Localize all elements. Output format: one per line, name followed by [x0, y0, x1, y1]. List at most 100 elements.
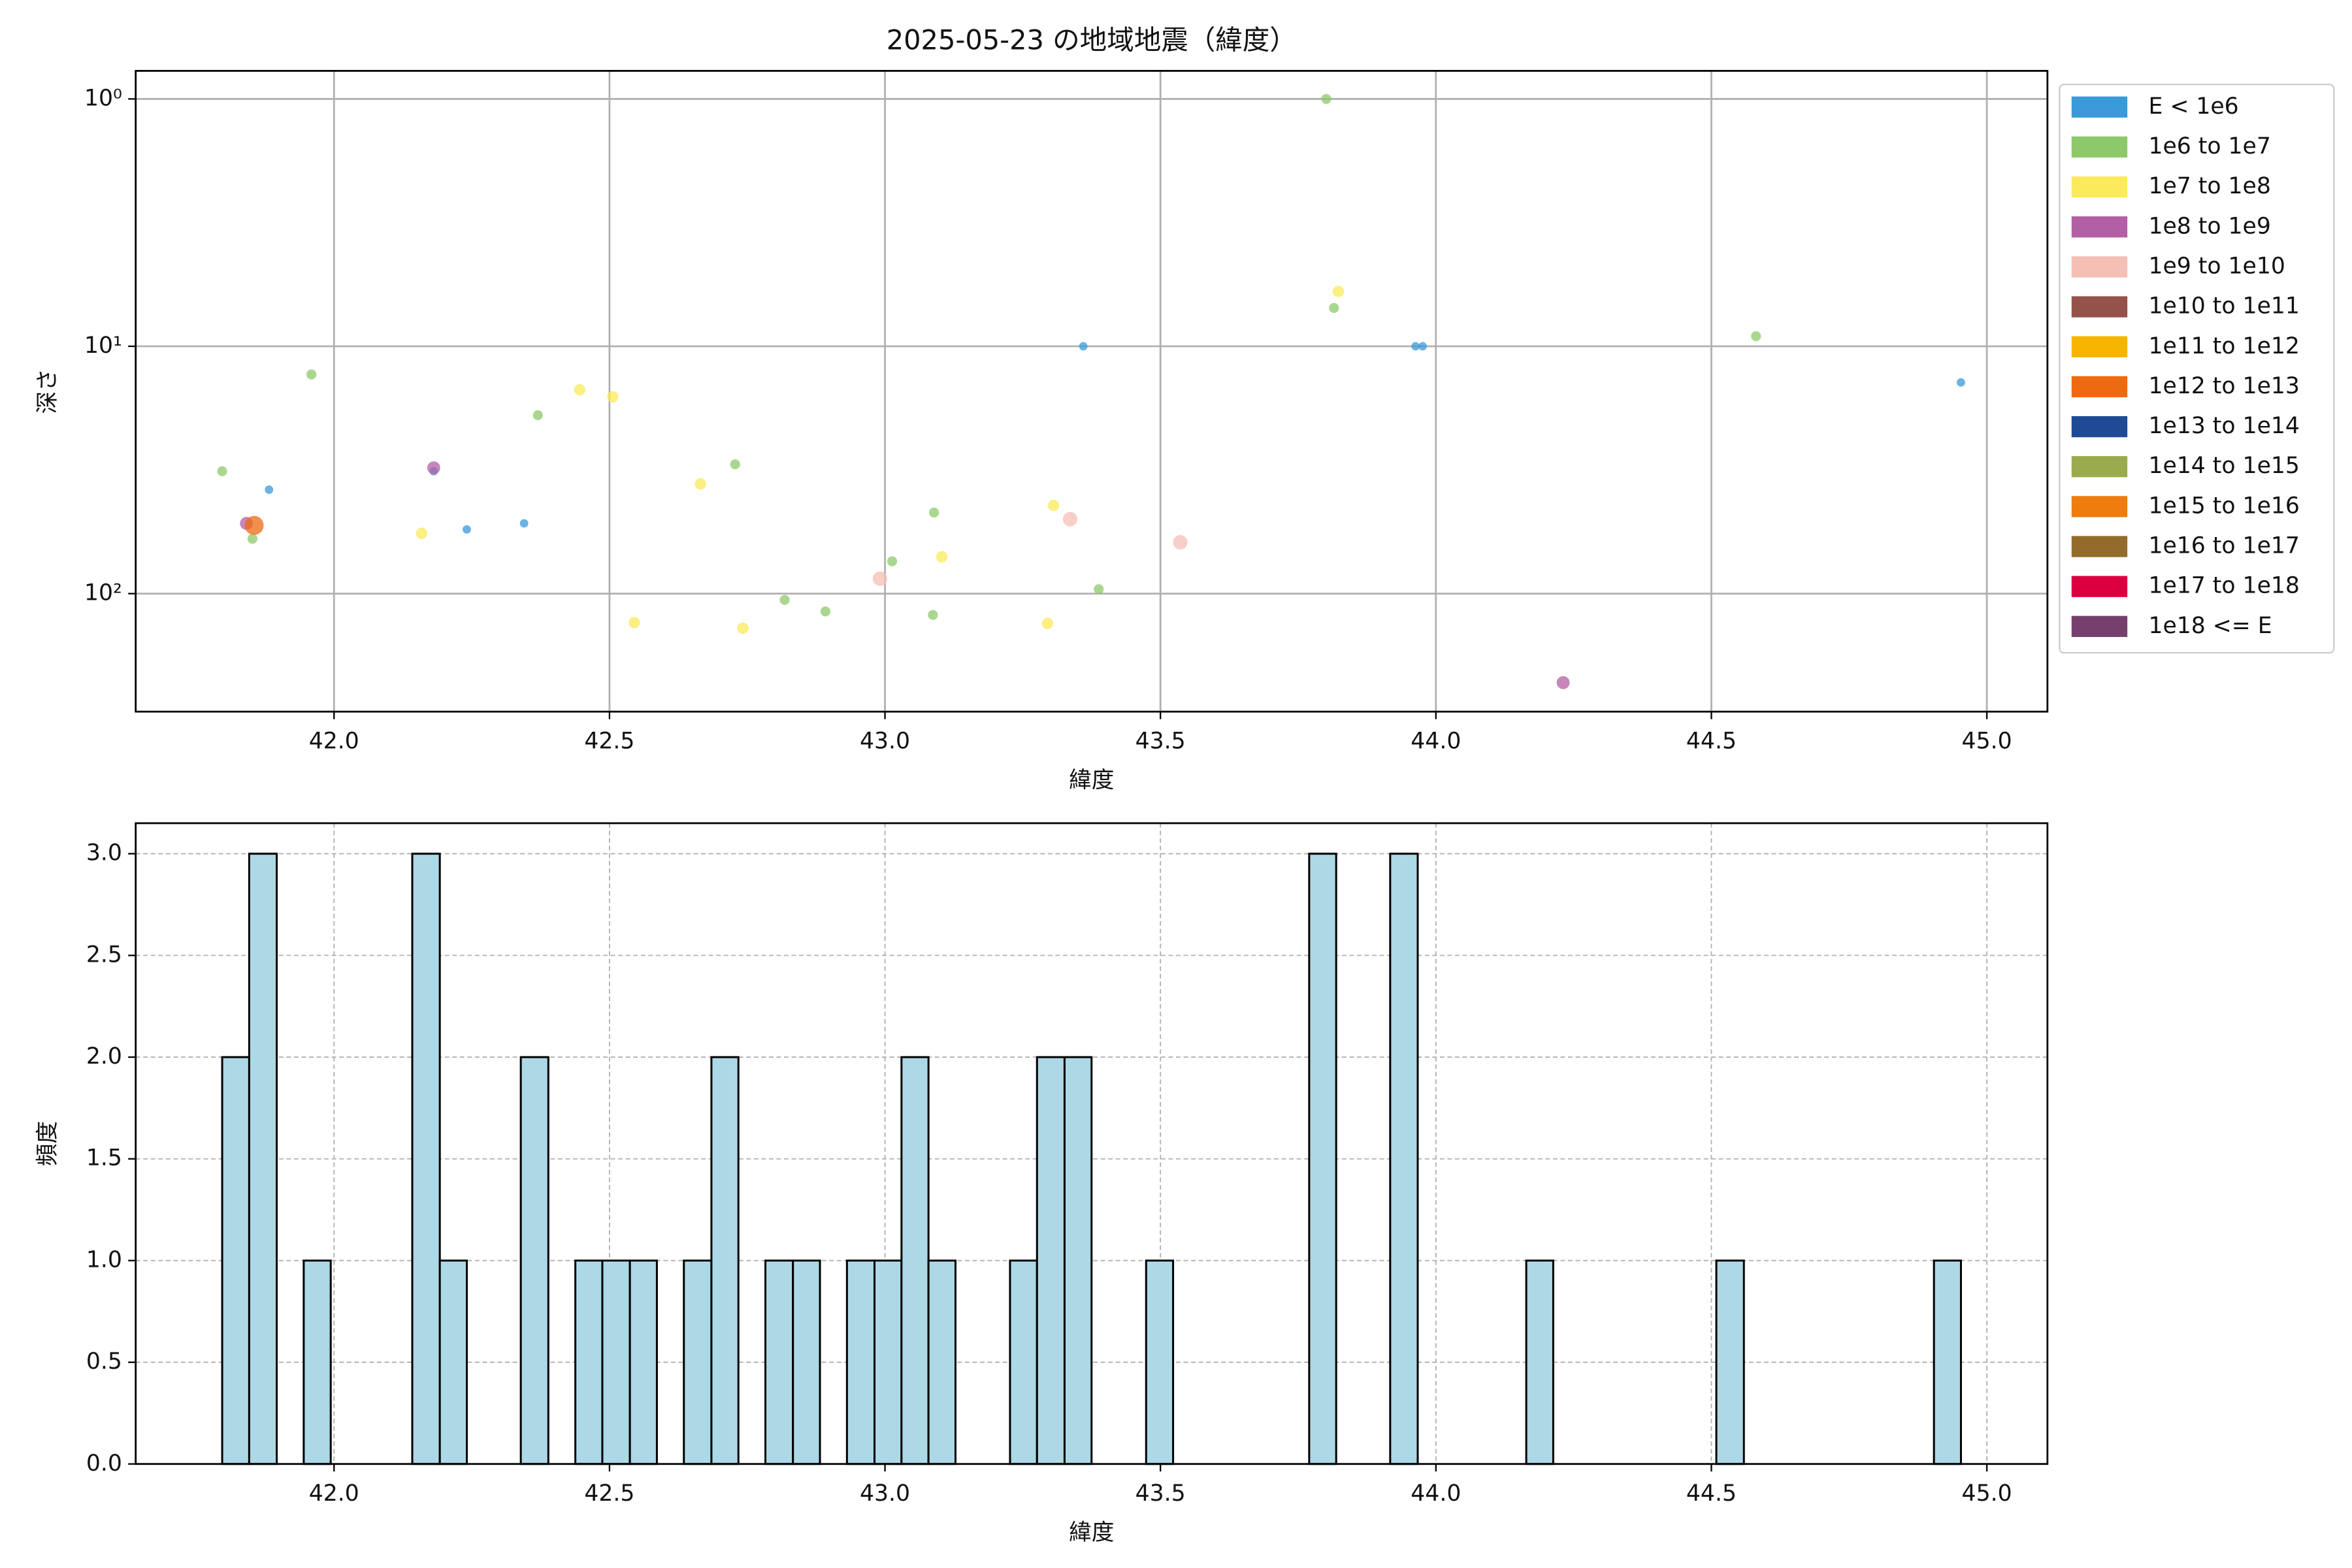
bar [438, 1259, 468, 1465]
legend-swatch [2071, 615, 2128, 637]
x-tick-label: 45.0 [1962, 1480, 2012, 1507]
legend-swatch [2071, 416, 2128, 438]
x-axis-label: 緯度 [1069, 767, 1114, 793]
bar [601, 1259, 631, 1465]
legend-swatch [2071, 336, 2128, 357]
point [1418, 342, 1428, 351]
legend-swatch [2071, 176, 2128, 198]
bar [1308, 853, 1337, 1465]
legend-label: 1e18 <= E [2148, 613, 2272, 639]
legend-label: 1e6 to 1e7 [2148, 133, 2270, 159]
point [1411, 342, 1420, 351]
y-tick-label: 1.0 [86, 1247, 122, 1273]
point [1956, 378, 1965, 387]
bar [1525, 1259, 1554, 1465]
y-tick-label: 1.5 [86, 1145, 122, 1171]
point [244, 515, 264, 535]
point [265, 485, 274, 494]
legend-label: 1e8 to 1e9 [2148, 213, 2270, 239]
y-axis-label: 深さ [35, 368, 61, 414]
x-tick-label: 42.0 [309, 728, 359, 754]
bar [1933, 1259, 1962, 1465]
legend-swatch [2071, 136, 2128, 158]
legend-frame [2059, 84, 2335, 654]
bar [1063, 1056, 1093, 1465]
point [737, 622, 749, 634]
point [779, 595, 790, 605]
x-tick-label: 43.0 [860, 728, 910, 754]
x-tick-label: 44.5 [1686, 1480, 1737, 1507]
legend-label: 1e15 to 1e16 [2148, 493, 2299, 519]
legend-label: 1e13 to 1e14 [2148, 413, 2299, 439]
y-tick-label: 10⁰ [84, 85, 122, 111]
y-tick-label: 2.0 [86, 1043, 122, 1070]
plot-frame [135, 822, 2049, 1465]
legend-label: 1e11 to 1e12 [2148, 333, 2299, 359]
y-axis-label: 頻度 [35, 1121, 61, 1166]
legend-swatch [2071, 216, 2128, 238]
x-tick-label: 43.5 [1135, 1480, 1186, 1507]
x-tick-label: 44.0 [1411, 728, 1461, 754]
bar [900, 1056, 930, 1465]
point [928, 610, 938, 620]
legend-swatch [2071, 456, 2128, 478]
legend-swatch [2071, 296, 2128, 318]
bar [519, 1056, 549, 1465]
bar [764, 1259, 794, 1465]
point [607, 391, 619, 403]
point [936, 551, 948, 563]
y-tick-label: 2.5 [86, 941, 122, 968]
bar [710, 1056, 740, 1465]
legend-swatch [2071, 576, 2128, 597]
x-tick-label: 42.5 [584, 728, 634, 754]
bar [248, 853, 278, 1465]
bar [221, 1056, 250, 1465]
point [247, 533, 258, 544]
bar [845, 1259, 876, 1465]
x-tick-label: 43.0 [860, 1480, 910, 1507]
legend-label: 1e9 to 1e10 [2148, 253, 2285, 279]
bar [927, 1259, 956, 1465]
legend-swatch [2071, 96, 2128, 118]
point [519, 519, 529, 528]
legend-label: 1e7 to 1e8 [2148, 173, 2270, 199]
bar [574, 1259, 604, 1465]
point [730, 459, 740, 470]
point [217, 466, 227, 476]
bar [302, 1259, 332, 1465]
y-tick-label: 0.5 [86, 1348, 122, 1375]
point [629, 617, 640, 629]
point [532, 410, 543, 421]
legend-label: 1e14 to 1e15 [2148, 453, 2299, 479]
point [1094, 584, 1104, 595]
bar [411, 853, 441, 1465]
legend-label: E < 1e6 [2148, 93, 2238, 120]
point [1751, 331, 1761, 342]
bar [1389, 853, 1419, 1465]
point [1329, 302, 1339, 313]
point [574, 384, 586, 396]
point [306, 369, 317, 380]
point [872, 571, 888, 586]
x-tick-label: 42.0 [309, 1480, 359, 1507]
point [1041, 617, 1054, 630]
bar [1036, 1056, 1066, 1465]
y-tick-label: 3.0 [86, 840, 122, 866]
plot-frame [135, 70, 2049, 713]
y-tick-label: 10¹ [84, 333, 122, 359]
legend-label: 1e17 to 1e18 [2148, 573, 2299, 599]
point [1321, 93, 1331, 105]
bar [1009, 1259, 1038, 1465]
point [1047, 499, 1060, 512]
point [887, 556, 898, 566]
chart-title: 2025-05-23 の地域地震（緯度） [887, 24, 1297, 56]
legend: E < 1e6 1e6 to 1e7 1e7 to 1e8 1e8 to 1e9 1e9… [2059, 84, 2335, 654]
point [1062, 512, 1077, 527]
point [1332, 286, 1345, 297]
legend-swatch [2071, 536, 2128, 557]
point [1079, 342, 1088, 351]
point [694, 478, 706, 490]
bar [1145, 1259, 1175, 1465]
